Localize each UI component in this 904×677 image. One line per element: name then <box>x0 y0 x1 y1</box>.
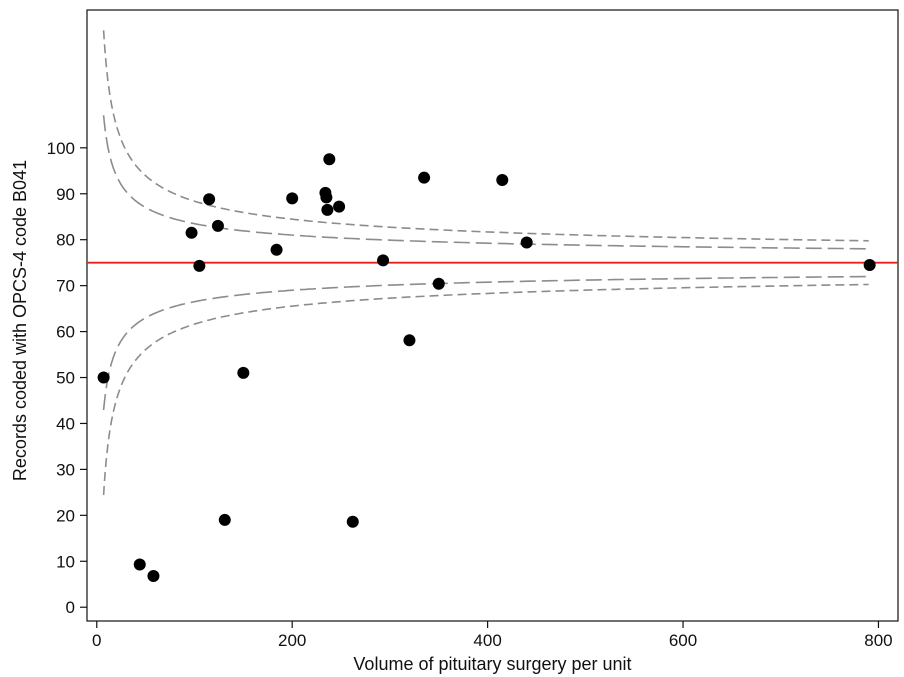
y-tick-label: 20 <box>56 506 75 525</box>
data-point <box>97 371 110 384</box>
x-tick-label: 200 <box>278 631 306 650</box>
data-point <box>863 258 876 271</box>
y-tick-label: 0 <box>66 598 75 617</box>
x-tick-label: 800 <box>864 631 892 650</box>
data-point <box>323 153 336 166</box>
x-tick-label: 600 <box>669 631 697 650</box>
data-point <box>270 243 283 256</box>
data-point <box>496 173 509 186</box>
data-point <box>193 259 206 272</box>
data-point <box>286 192 299 205</box>
plot-frame-group <box>86 9 899 622</box>
y-tick-label: 10 <box>56 552 75 571</box>
data-point <box>432 277 445 290</box>
x-axis: 0 200 400 600 800 <box>92 621 893 650</box>
y-tick-label: 100 <box>47 139 75 158</box>
upper-inner-limit <box>102 115 869 250</box>
y-tick-label: 30 <box>56 460 75 479</box>
y-axis: 0 10 20 30 40 50 60 70 80 90 100 <box>47 139 87 617</box>
x-tick-label: 400 <box>473 631 501 650</box>
data-point <box>237 366 250 379</box>
data-point <box>520 236 533 249</box>
y-tick-label: 80 <box>56 231 75 250</box>
control-limits <box>102 30 869 496</box>
data-point <box>133 558 146 571</box>
data-point <box>320 191 333 204</box>
plot-frame <box>86 9 899 622</box>
x-tick-label: 0 <box>92 631 101 650</box>
x-axis-title: Volume of pituitary surgery per unit <box>353 654 631 674</box>
data-point <box>147 569 160 582</box>
data-point <box>218 513 231 526</box>
data-points <box>97 153 876 582</box>
y-tick-label: 70 <box>56 277 75 296</box>
data-point <box>346 515 359 528</box>
data-point <box>211 219 224 232</box>
data-point <box>418 171 431 184</box>
data-point <box>321 203 334 216</box>
data-point <box>333 200 346 213</box>
y-tick-label: 50 <box>56 369 75 388</box>
data-point <box>185 226 198 239</box>
upper-outer-limit <box>102 30 869 242</box>
data-point <box>403 334 416 347</box>
lower-outer-limit <box>102 283 869 496</box>
data-point <box>377 254 390 267</box>
data-point <box>203 193 216 206</box>
y-tick-label: 60 <box>56 323 75 342</box>
lower-inner-limit <box>102 275 869 411</box>
y-axis-title: Records coded with OPCS-4 code B041 <box>10 160 30 481</box>
y-tick-label: 40 <box>56 414 75 433</box>
y-tick-label: 90 <box>56 185 75 204</box>
